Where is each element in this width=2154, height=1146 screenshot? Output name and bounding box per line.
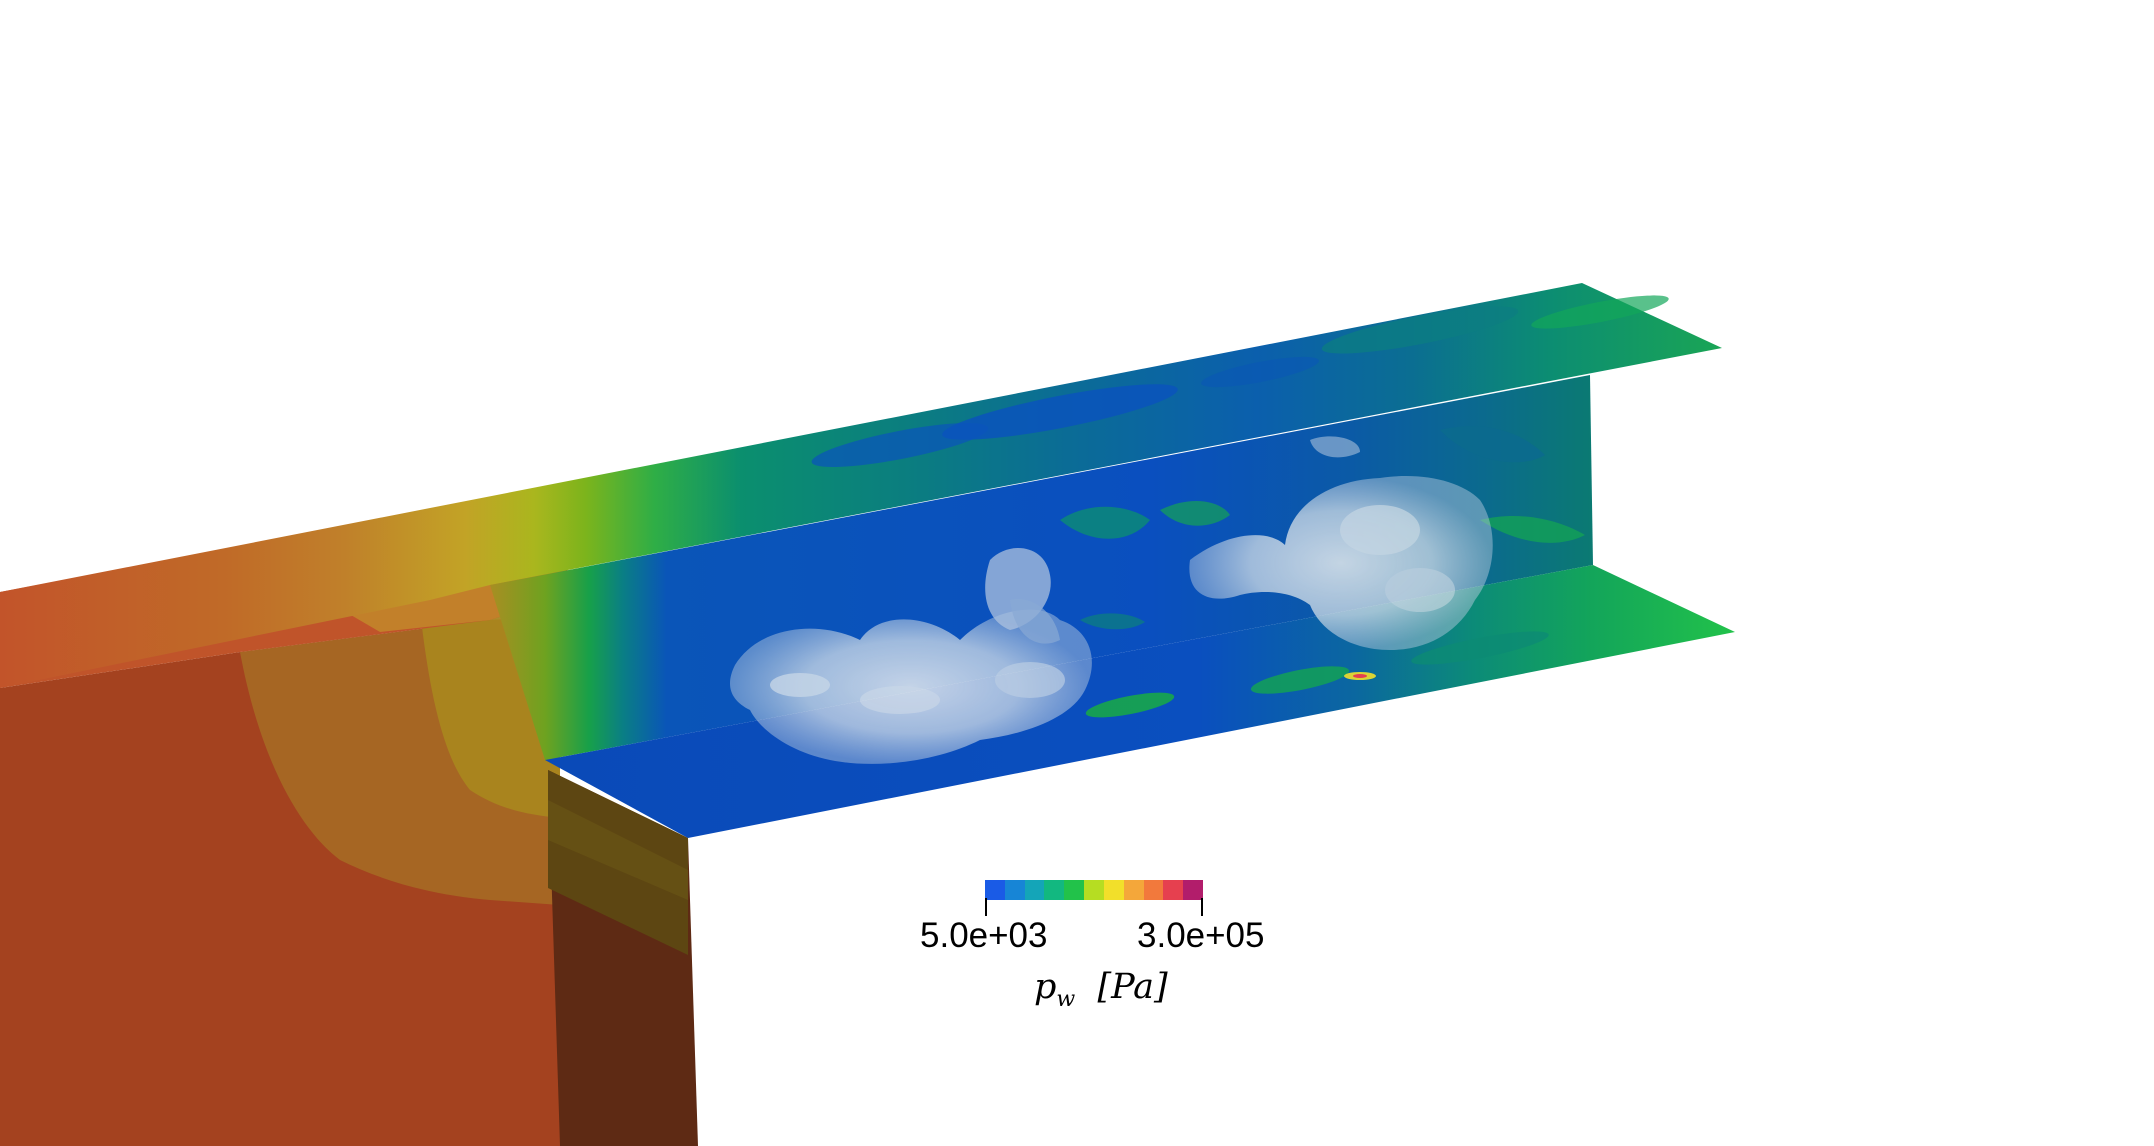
colorbar-swatch xyxy=(1123,880,1144,900)
colorbar-swatch xyxy=(1084,880,1104,900)
top-flange-patches xyxy=(811,295,1669,467)
colorbar-max-label: 3.0e+05 xyxy=(1137,916,1265,955)
colorbar-quantity-symbol: p xyxy=(1034,967,1057,1007)
colorbar-swatch xyxy=(1163,880,1184,900)
colorbar-swatch xyxy=(1004,880,1025,900)
colorbar-swatch xyxy=(1024,880,1045,900)
colorbar-unit: [Pa] xyxy=(1097,967,1168,1007)
colorbar-swatch xyxy=(1183,880,1203,900)
top-flange xyxy=(0,283,1722,688)
colorbar-title: pw [Pa] xyxy=(1034,967,1168,1012)
colorbar-swatch xyxy=(1103,880,1124,900)
colorbar-swatch xyxy=(1044,880,1065,900)
colorbar-quantity-subscript: w xyxy=(1056,987,1076,1012)
left-block-inner-band-2 xyxy=(548,800,688,900)
web-patches xyxy=(1060,426,1585,630)
isosurface-cloud-left xyxy=(730,548,1092,764)
colorbar xyxy=(985,880,1203,900)
colorbar-min-label: 5.0e+03 xyxy=(920,916,1048,955)
colorbar-max-tick xyxy=(1201,898,1203,916)
colorbar-swatch xyxy=(985,880,1005,900)
colorbar-min-tick xyxy=(985,898,987,916)
colorbar-swatch xyxy=(1143,880,1164,900)
isosurface-cloud-right xyxy=(1189,436,1493,650)
colorbar-swatch xyxy=(1064,880,1085,900)
bottom-flange-patches xyxy=(1085,631,1549,718)
